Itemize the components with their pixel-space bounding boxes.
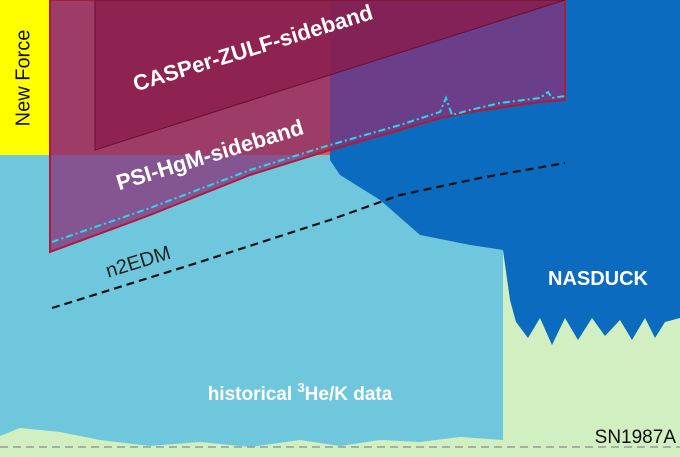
- casper-region: [94, 0, 566, 151]
- label-part: 3: [297, 380, 304, 395]
- label-part: He/K data: [305, 384, 393, 405]
- label: New Force: [12, 30, 34, 127]
- psi-sensitivity-line: [51, 90, 566, 243]
- label: NASDUCK: [548, 268, 649, 290]
- n2edm-line: [51, 161, 566, 310]
- label-part: historical: [208, 384, 298, 405]
- label: historical 3He/K data: [208, 380, 393, 405]
- historical-region: [0, 155, 503, 447]
- new-force-region: [0, 0, 50, 155]
- label: SN1987A: [595, 427, 677, 448]
